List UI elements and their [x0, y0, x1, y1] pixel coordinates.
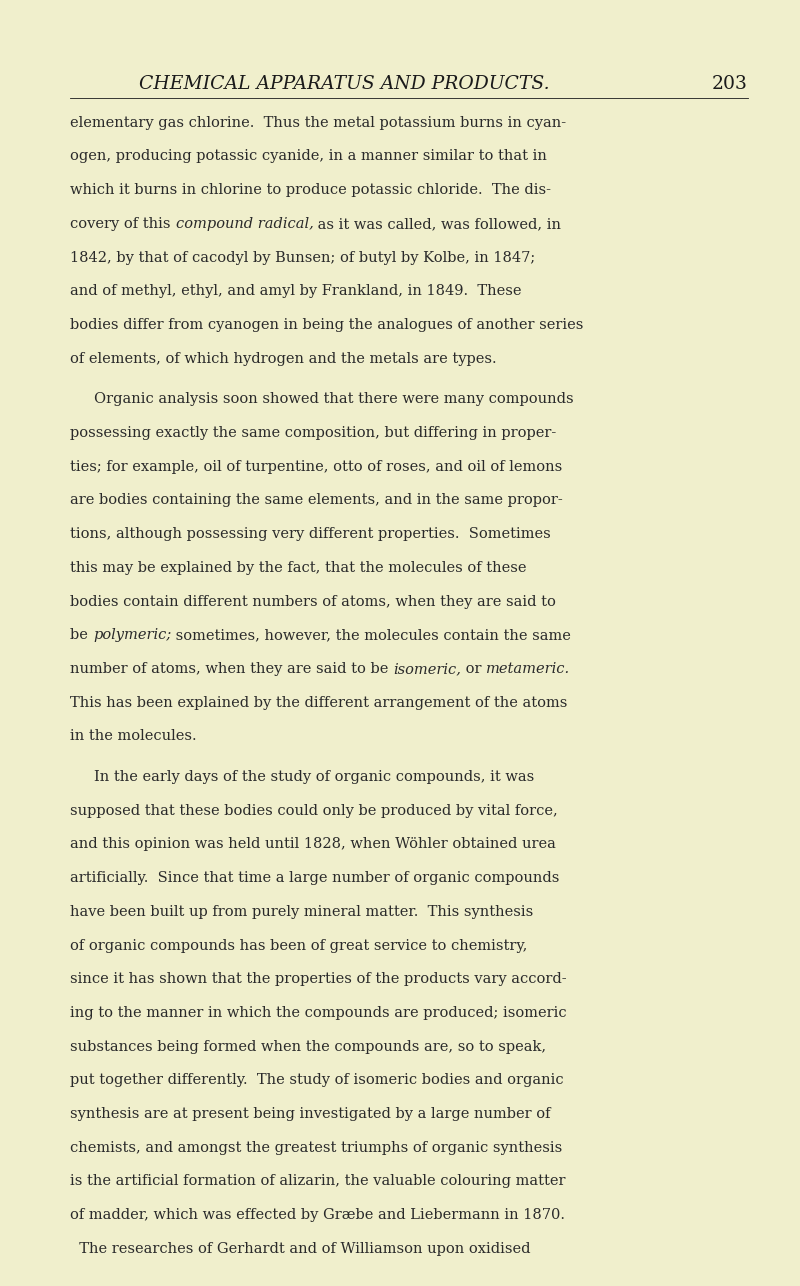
Text: in the molecules.: in the molecules.	[70, 729, 197, 743]
Text: ties; for example, oil of turpentine, otto of roses, and oil of lemons: ties; for example, oil of turpentine, ot…	[70, 459, 562, 473]
Text: 203: 203	[712, 75, 748, 93]
Text: put together differently.  The study of isomeric bodies and organic: put together differently. The study of i…	[70, 1074, 564, 1087]
Text: In the early days of the study of organic compounds, it was: In the early days of the study of organi…	[94, 770, 534, 784]
Text: or: or	[462, 662, 486, 676]
Text: of organic compounds has been of great service to chemistry,: of organic compounds has been of great s…	[70, 939, 528, 953]
Text: chemists, and amongst the greatest triumphs of organic synthesis: chemists, and amongst the greatest trium…	[70, 1141, 562, 1155]
Text: artificially.  Since that time a large number of organic compounds: artificially. Since that time a large nu…	[70, 871, 560, 885]
Text: CHEMICAL APPARATUS AND PRODUCTS.: CHEMICAL APPARATUS AND PRODUCTS.	[138, 75, 550, 93]
Text: This has been explained by the different arrangement of the atoms: This has been explained by the different…	[70, 696, 568, 710]
Text: substances being formed when the compounds are, so to speak,: substances being formed when the compoun…	[70, 1039, 546, 1053]
Text: polymeric;: polymeric;	[93, 628, 171, 642]
Text: metameric.: metameric.	[486, 662, 570, 676]
Text: bodies contain different numbers of atoms, when they are said to: bodies contain different numbers of atom…	[70, 594, 556, 608]
Text: of elements, of which hydrogen and the metals are types.: of elements, of which hydrogen and the m…	[70, 351, 497, 365]
Text: compound radical,: compound radical,	[175, 217, 314, 230]
Text: of madder, which was effected by Græbe and Liebermann in 1870.: of madder, which was effected by Græbe a…	[70, 1208, 566, 1222]
Text: supposed that these bodies could only be produced by vital force,: supposed that these bodies could only be…	[70, 804, 558, 818]
Text: since it has shown that the properties of the products vary accord-: since it has shown that the properties o…	[70, 972, 567, 986]
Text: bodies differ from cyanogen in being the analogues of another series: bodies differ from cyanogen in being the…	[70, 318, 584, 332]
Text: number of atoms, when they are said to be: number of atoms, when they are said to b…	[70, 662, 394, 676]
Text: 1842, by that of cacodyl by Bunsen; of butyl by Kolbe, in 1847;: 1842, by that of cacodyl by Bunsen; of b…	[70, 251, 536, 265]
Text: are bodies containing the same elements, and in the same propor-: are bodies containing the same elements,…	[70, 494, 563, 508]
Text: ogen, producing potassic cyanide, in a manner similar to that in: ogen, producing potassic cyanide, in a m…	[70, 149, 547, 163]
Text: is the artificial formation of alizarin, the valuable colouring matter: is the artificial formation of alizarin,…	[70, 1174, 566, 1188]
Text: elementary gas chlorine.  Thus the metal potassium burns in cyan-: elementary gas chlorine. Thus the metal …	[70, 116, 566, 130]
Text: be: be	[70, 628, 93, 642]
Text: and of methyl, ethyl, and amyl by Frankland, in 1849.  These: and of methyl, ethyl, and amyl by Frankl…	[70, 284, 522, 298]
Text: tions, although possessing very different properties.  Sometimes: tions, although possessing very differen…	[70, 527, 551, 541]
Text: and this opinion was held until 1828, when Wöhler obtained urea: and this opinion was held until 1828, wh…	[70, 837, 556, 851]
Text: ing to the manner in which the compounds are produced; isomeric: ing to the manner in which the compounds…	[70, 1006, 567, 1020]
Text: possessing exactly the same composition, but differing in proper-: possessing exactly the same composition,…	[70, 426, 557, 440]
Text: Organic analysis soon showed that there were many compounds: Organic analysis soon showed that there …	[94, 392, 574, 406]
Text: The researches of Gerhardt and of Williamson upon oxidised: The researches of Gerhardt and of Willia…	[70, 1242, 531, 1255]
Text: have been built up from purely mineral matter.  This synthesis: have been built up from purely mineral m…	[70, 905, 534, 918]
Text: covery of this: covery of this	[70, 217, 175, 230]
Text: synthesis are at present being investigated by a large number of: synthesis are at present being investiga…	[70, 1107, 551, 1121]
Text: as it was called, was followed, in: as it was called, was followed, in	[314, 217, 562, 230]
Text: which it burns in chlorine to produce potassic chloride.  The dis-: which it burns in chlorine to produce po…	[70, 183, 551, 197]
Text: this may be explained by the fact, that the molecules of these: this may be explained by the fact, that …	[70, 561, 527, 575]
Text: sometimes, however, the molecules contain the same: sometimes, however, the molecules contai…	[171, 628, 571, 642]
Text: isomeric,: isomeric,	[394, 662, 462, 676]
